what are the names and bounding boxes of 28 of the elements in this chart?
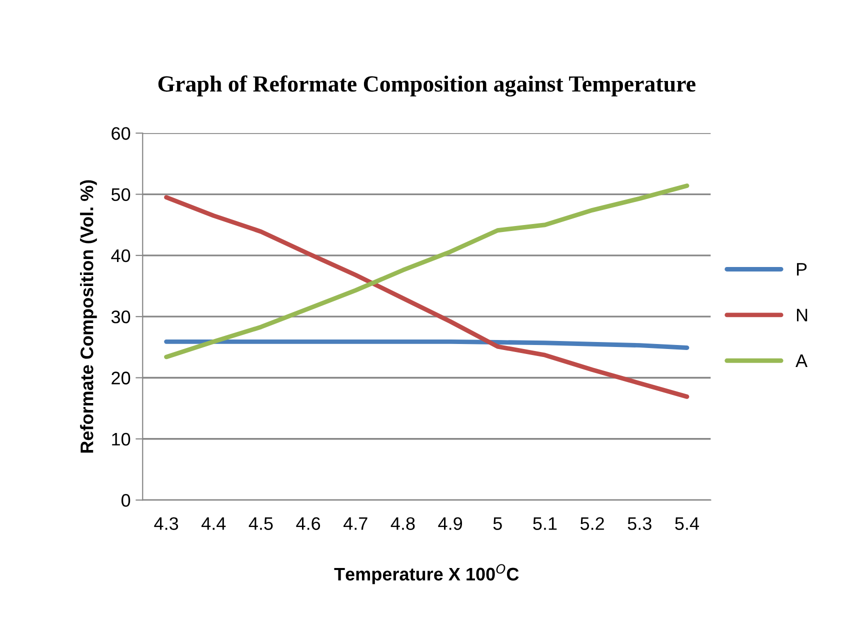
x-tick-label: 4.5 (248, 517, 273, 530)
y-tick-label: 0 (121, 494, 130, 507)
x-tick-label: 4.4 (202, 517, 226, 530)
x-tick-label: 5 (493, 517, 502, 530)
y-tick-label: 20 (112, 372, 130, 384)
chart-title: Graph of Reformate Composition against Temperature (158, 75, 696, 97)
y-tick-label: 10 (112, 432, 130, 446)
x-tick-label: 4.6 (296, 517, 320, 530)
line-series (164, 184, 690, 360)
legend-label: A (796, 354, 808, 367)
y-tick-label: 30 (111, 310, 130, 324)
x-tick-label: 5.2 (580, 517, 604, 530)
legend-label: N (796, 308, 808, 322)
y-tick-label: 40 (111, 249, 130, 262)
x-tick-label: 5.4 (675, 517, 700, 530)
x-tick-label: 5.3 (628, 517, 652, 530)
x-tick-label: 5.1 (533, 517, 557, 530)
x-tick-label: 4.9 (438, 517, 462, 530)
x-tick-label: 4.7 (344, 517, 368, 530)
x-tick-label: 4.3 (154, 517, 178, 530)
x-axis-title: Temperature X 100$^{O}$C (334, 564, 519, 584)
y-tick-label: 60 (112, 127, 130, 140)
y-axis-title: Reformate Composition (Vol. %) (80, 180, 97, 453)
x-tick-label: 4.8 (390, 517, 415, 530)
line-series (164, 339, 690, 350)
y-tick-label: 50 (111, 188, 130, 202)
line-series (164, 195, 690, 399)
legend-label: P (796, 263, 807, 276)
